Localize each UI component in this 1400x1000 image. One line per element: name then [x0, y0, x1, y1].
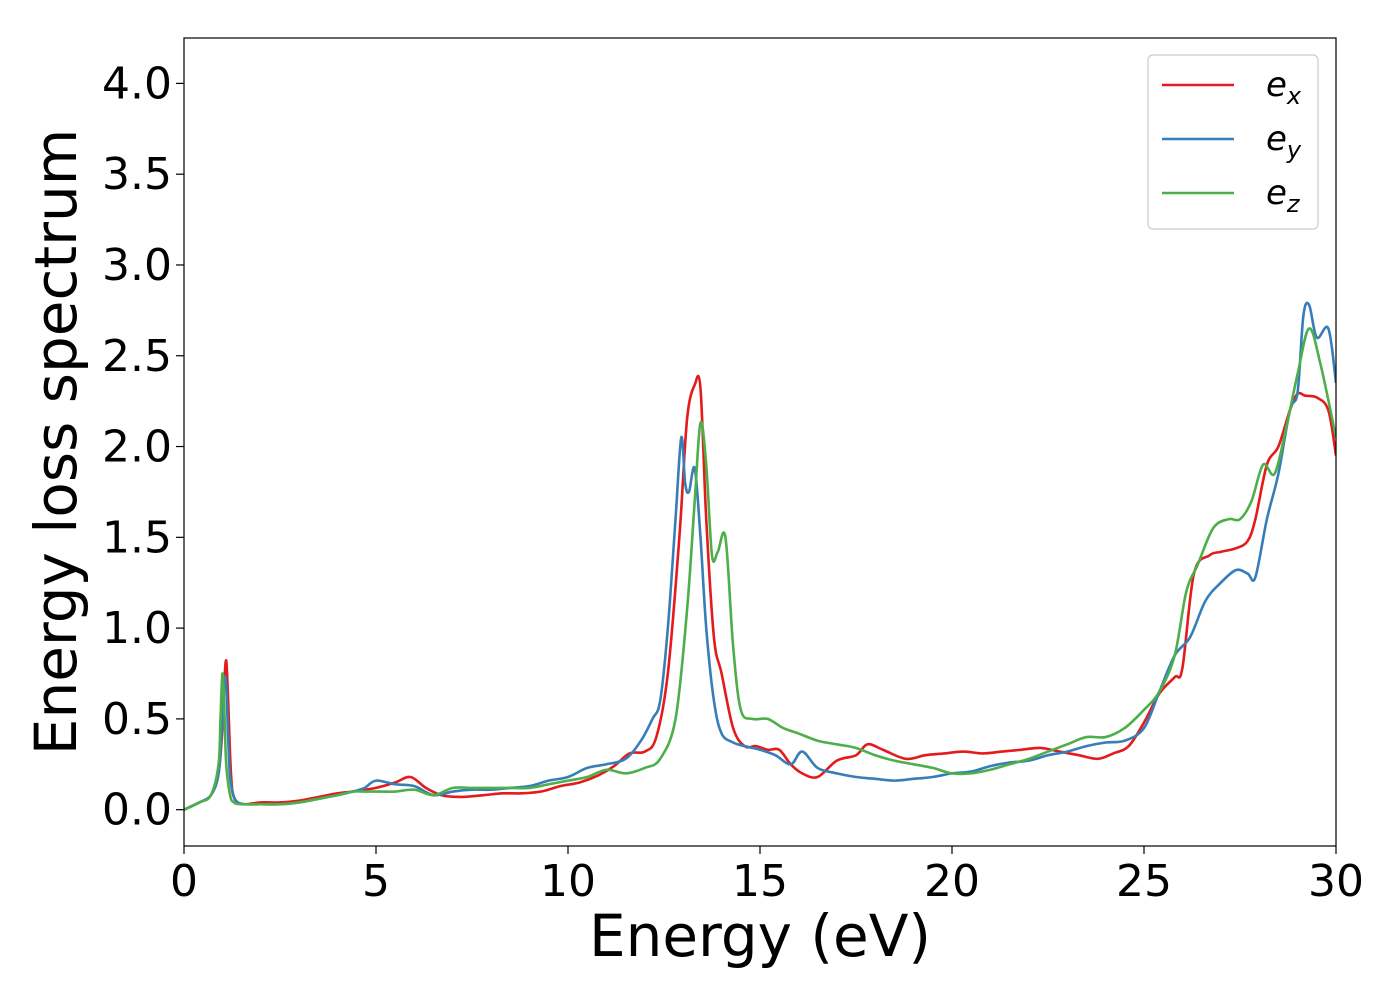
y-tick-label: 0.5 — [102, 694, 172, 745]
y-tick-label: 4.0 — [102, 58, 172, 109]
y-tick-label: 0.0 — [102, 785, 172, 836]
x-tick-label: 10 — [540, 856, 596, 907]
y-axis-title: Energy loss spectrum — [22, 129, 90, 755]
series-line-e-y — [184, 301, 1336, 811]
x-tick-label: 20 — [924, 856, 980, 907]
x-tick-label: 25 — [1116, 856, 1172, 907]
legend-label-e-z: ez — [1266, 173, 1301, 218]
legend-label-subscript: y — [1286, 136, 1302, 164]
legend-label-base: e — [1266, 65, 1287, 105]
series-line-e-z — [184, 327, 1336, 811]
legend-label-subscript: z — [1286, 190, 1301, 218]
x-axis-title: Energy (eV) — [589, 902, 931, 970]
y-tick-label: 1.0 — [102, 603, 172, 654]
y-tick-label: 3.0 — [102, 240, 172, 291]
legend-label-subscript: x — [1286, 82, 1302, 110]
legend-label-base: e — [1266, 119, 1287, 159]
x-tick-label: 30 — [1308, 856, 1364, 907]
legend-box — [1147, 54, 1319, 230]
y-tick-label: 1.5 — [102, 512, 172, 563]
y-tick-label: 2.0 — [102, 422, 172, 473]
y-tick-label: 3.5 — [102, 149, 172, 200]
x-tick-label: 0 — [170, 856, 198, 907]
legend-label-e-y: ey — [1266, 119, 1302, 164]
legend-label-base: e — [1266, 173, 1287, 213]
x-axis-ticks: 0 5 10 15 20 25 30 — [170, 846, 1364, 907]
y-axis-ticks: 0.0 0.5 1.0 1.5 2.0 2.5 3.0 3.5 4.0 — [102, 58, 184, 836]
series-layer — [184, 301, 1336, 811]
x-tick-label: 5 — [362, 856, 390, 907]
legend-label-e-x: ex — [1266, 65, 1302, 110]
x-tick-label: 15 — [732, 856, 788, 907]
y-tick-label: 2.5 — [102, 331, 172, 382]
series-line-e-x — [184, 374, 1336, 811]
